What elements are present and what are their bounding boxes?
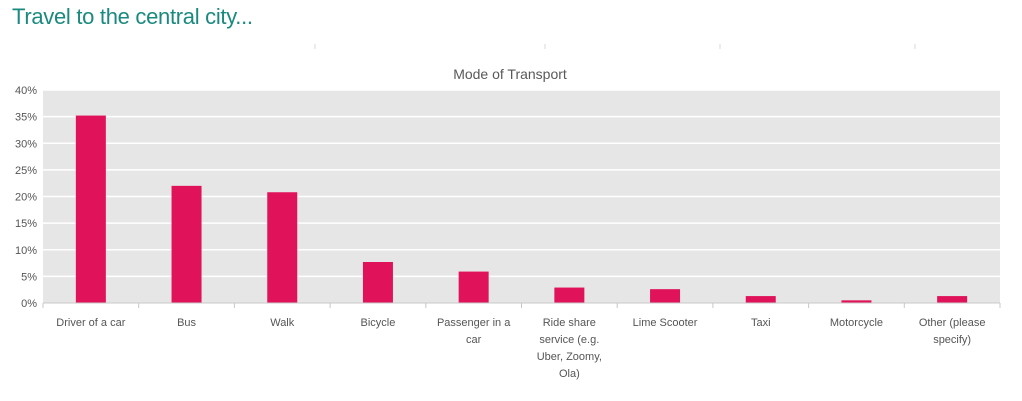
x-category-label: Driver of a car [56, 317, 125, 329]
bar [937, 296, 968, 303]
x-category-label: Lime Scooter [633, 317, 698, 329]
x-category-label: Taxi [751, 317, 771, 329]
x-category-label: Bus [177, 317, 196, 329]
y-tick-label: 30% [15, 138, 37, 150]
bar [554, 287, 585, 303]
page-heading: Travel to the central city... [12, 4, 253, 29]
y-tick-label: 35% [15, 112, 37, 124]
bar [362, 261, 393, 303]
chart-title: Mode of Transport [453, 66, 567, 82]
y-tick-label: 25% [15, 165, 37, 177]
x-axis-ticks [42, 303, 1001, 308]
bar [841, 300, 872, 303]
bar [75, 115, 106, 303]
x-category-label: Motorcycle [830, 317, 883, 329]
top-divider-ticks [314, 44, 916, 49]
y-tick-label: 15% [15, 218, 37, 230]
x-axis-category-labels: Driver of a car Bus Walk Bicycle Passenger i… [56, 317, 985, 380]
x-category-label: Walk [270, 317, 295, 329]
y-tick-label: 5% [21, 271, 37, 283]
gridlines [43, 89, 1000, 278]
bar [650, 289, 681, 303]
bars [75, 115, 968, 303]
x-category-label: Passenger in a car [437, 317, 511, 346]
bar [745, 296, 776, 303]
bar [458, 271, 489, 303]
y-tick-label: 20% [15, 192, 37, 204]
bar [171, 185, 202, 303]
y-tick-label: 40% [15, 85, 37, 97]
y-tick-label: 0% [21, 298, 37, 310]
bar [267, 192, 298, 303]
y-axis-tick-labels: 0% 5% 10% 15% 20% 25% 30% 35% 40% [15, 85, 37, 310]
x-category-label: Bicycle [361, 317, 396, 329]
x-category-label: Other (please specify) [919, 317, 986, 346]
y-tick-label: 10% [15, 245, 37, 257]
x-category-label: Ride share service (e.g. Uber, Zoomy, Ola) [537, 317, 602, 380]
